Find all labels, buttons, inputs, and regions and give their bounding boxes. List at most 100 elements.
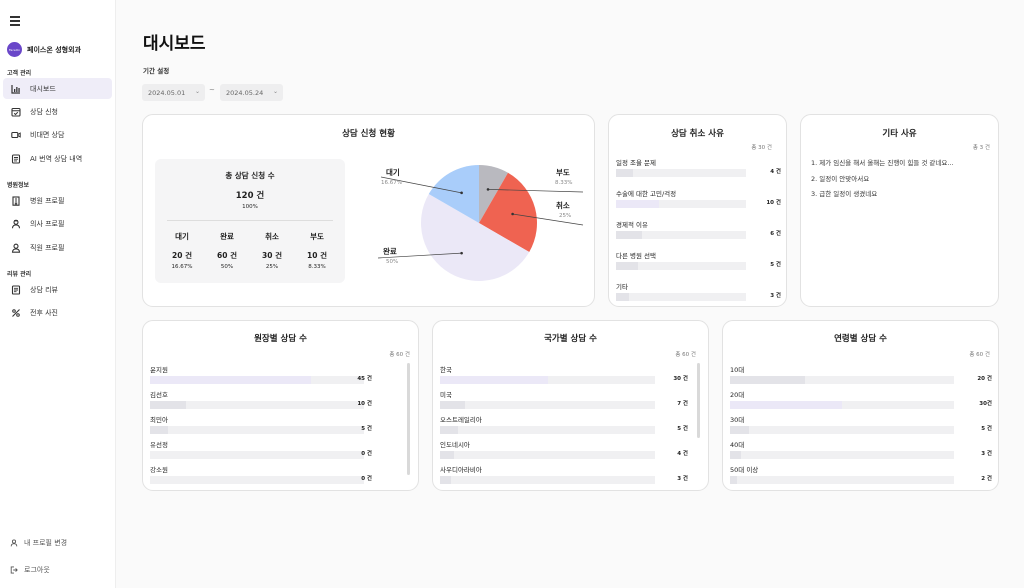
bar-track bbox=[730, 376, 954, 384]
pie-label-noshow: 부도 bbox=[556, 168, 570, 177]
sidebar-item-consult-review[interactable]: 상담 리뷰 bbox=[3, 279, 112, 300]
bar-count: 10 건 bbox=[357, 401, 372, 407]
summary-col: 취소 30 건 25% bbox=[252, 231, 292, 270]
scrollbar[interactable] bbox=[697, 363, 700, 438]
sidebar-item-before-after[interactable]: 전후 사진 bbox=[3, 302, 112, 323]
summary-box: 총 상담 신청 수 120 건 100% 대기 20 건 16.67% 완료 6… bbox=[155, 159, 345, 283]
pie-pct-noshow: 8.33% bbox=[555, 180, 573, 186]
section-title-hospital: 병원정보 bbox=[7, 182, 30, 189]
video-icon bbox=[11, 130, 21, 140]
building-icon bbox=[11, 195, 21, 206]
bar-fill bbox=[440, 426, 458, 434]
logout-icon bbox=[10, 566, 18, 574]
bar-track bbox=[150, 426, 364, 434]
card-title: 연령별 상담 수 bbox=[834, 334, 887, 344]
sidebar-item-label: 상담 리뷰 bbox=[30, 285, 58, 294]
sidebar-item-hospital-profile[interactable]: 병원 프로필 bbox=[3, 190, 112, 211]
bar-count: 30 건 bbox=[673, 376, 688, 382]
doctor-icon bbox=[11, 219, 21, 229]
bar-label: 김선호 bbox=[150, 391, 168, 399]
bar-track bbox=[730, 476, 954, 484]
pie-label-cancel: 취소 bbox=[556, 201, 570, 210]
bar-count: 45 건 bbox=[357, 376, 372, 382]
bar-track bbox=[730, 451, 954, 459]
date-from-value: 2024.05.01 bbox=[148, 88, 186, 97]
bar-fill bbox=[730, 376, 805, 384]
bar-track bbox=[440, 451, 655, 459]
bar-label: 50대 이상 bbox=[730, 466, 759, 474]
bar-track bbox=[730, 401, 954, 409]
document-list-icon bbox=[11, 153, 21, 164]
bar-fill bbox=[730, 426, 749, 434]
total-note: 총 60 건 bbox=[675, 352, 696, 358]
summary-col-label: 완료 bbox=[220, 232, 234, 241]
scrollbar[interactable] bbox=[407, 363, 410, 475]
bar-label: 인도네시아 bbox=[440, 441, 470, 449]
date-to-select[interactable]: 2024.05.24 ⌄ bbox=[220, 84, 283, 101]
summary-col-value: 10 건 bbox=[307, 251, 327, 260]
bar-fill bbox=[616, 231, 642, 239]
bar-row: 최민아 5 건 bbox=[150, 414, 372, 436]
sidebar-item-consult-request[interactable]: 상담 신청 bbox=[3, 101, 112, 122]
bar-fill bbox=[616, 262, 638, 270]
bar-row: 수술에 대한 고민/걱정 10 건 bbox=[616, 188, 781, 210]
bar-count: 3 건 bbox=[981, 451, 992, 457]
bar-count: 4 건 bbox=[677, 451, 688, 457]
bar-label: 유선정 bbox=[150, 441, 168, 449]
pie-leader-dot bbox=[511, 212, 514, 216]
summary-col-label: 취소 bbox=[265, 232, 279, 241]
sidebar-item-label: 전후 사진 bbox=[30, 308, 58, 317]
sidebar-item-ai-translation[interactable]: AI 번역 상담 내역 bbox=[3, 148, 112, 169]
bar-fill bbox=[616, 293, 629, 301]
brand[interactable]: FaceOn 페이스온 성형외과 bbox=[7, 42, 81, 57]
summary-col-value: 20 건 bbox=[172, 251, 192, 260]
bar-fill bbox=[440, 401, 466, 409]
bar-label: 다른 병원 선택 bbox=[616, 252, 657, 260]
bar-count: 6 건 bbox=[770, 231, 781, 237]
card-title: 상담 취소 사유 bbox=[671, 129, 724, 139]
bar-count: 0 건 bbox=[361, 451, 372, 457]
bar-count: 5 건 bbox=[361, 426, 372, 432]
bar-label: 최민아 bbox=[150, 416, 168, 424]
bar-count: 2 건 bbox=[981, 476, 992, 482]
profile-change-label: 내 프로필 변경 bbox=[24, 539, 68, 547]
summary-total: 120 건 bbox=[235, 191, 265, 201]
summary-col: 완료 60 건 50% bbox=[207, 231, 247, 270]
sidebar-item-video-consult[interactable]: 비대면 상담 bbox=[3, 124, 112, 145]
date-from-select[interactable]: 2024.05.01 ⌄ bbox=[142, 84, 205, 101]
bar-row: 인도네시아 4 건 bbox=[440, 439, 688, 461]
bar-row: 오스트레일리아 5 건 bbox=[440, 414, 688, 436]
card-title: 원장별 상담 수 bbox=[254, 334, 307, 344]
date-to-value: 2024.05.24 bbox=[226, 88, 264, 97]
pie-leader-line bbox=[377, 252, 462, 259]
bar-row: 50대 이상 2 건 bbox=[730, 464, 992, 486]
summary-col: 부도 10 건 8.33% bbox=[297, 231, 337, 270]
sidebar-item-dashboard[interactable]: 대시보드 bbox=[3, 78, 112, 99]
menu-icon[interactable] bbox=[10, 16, 20, 26]
summary-col-pct: 16.67% bbox=[171, 264, 193, 270]
bar-row: 미국 7 건 bbox=[440, 389, 688, 411]
logout-link[interactable]: 로그아웃 bbox=[10, 565, 50, 575]
bar-count: 20 건 bbox=[977, 376, 992, 382]
bar-count: 30건 bbox=[979, 401, 992, 407]
bar-label: 수술에 대한 고민/걱정 bbox=[616, 190, 677, 198]
sidebar-item-doctor-profile[interactable]: 의사 프로필 bbox=[3, 213, 112, 234]
bar-fill bbox=[616, 200, 660, 208]
sidebar-item-staff-profile[interactable]: 직원 프로필 bbox=[3, 237, 112, 258]
card-title: 상담 신청 현황 bbox=[342, 129, 395, 139]
bar-label: 강소원 bbox=[150, 466, 168, 474]
photo-slash-icon bbox=[11, 308, 21, 318]
profile-change-link[interactable]: 내 프로필 변경 bbox=[10, 538, 67, 548]
bar-track bbox=[150, 376, 364, 384]
bar-row: 20대 30건 bbox=[730, 389, 992, 411]
bar-label: 오스트레일리아 bbox=[440, 416, 482, 424]
card-title: 기타 사유 bbox=[882, 129, 917, 139]
chevron-down-icon: ⌄ bbox=[194, 88, 200, 95]
pie-pct-waiting: 16.67% bbox=[381, 180, 402, 186]
bar-track bbox=[150, 401, 364, 409]
bar-fill bbox=[730, 451, 742, 459]
sidebar-item-label: 비대면 상담 bbox=[30, 130, 65, 139]
bar-label: 30대 bbox=[730, 416, 745, 424]
bar-track bbox=[616, 262, 746, 270]
bar-fill bbox=[150, 426, 168, 434]
